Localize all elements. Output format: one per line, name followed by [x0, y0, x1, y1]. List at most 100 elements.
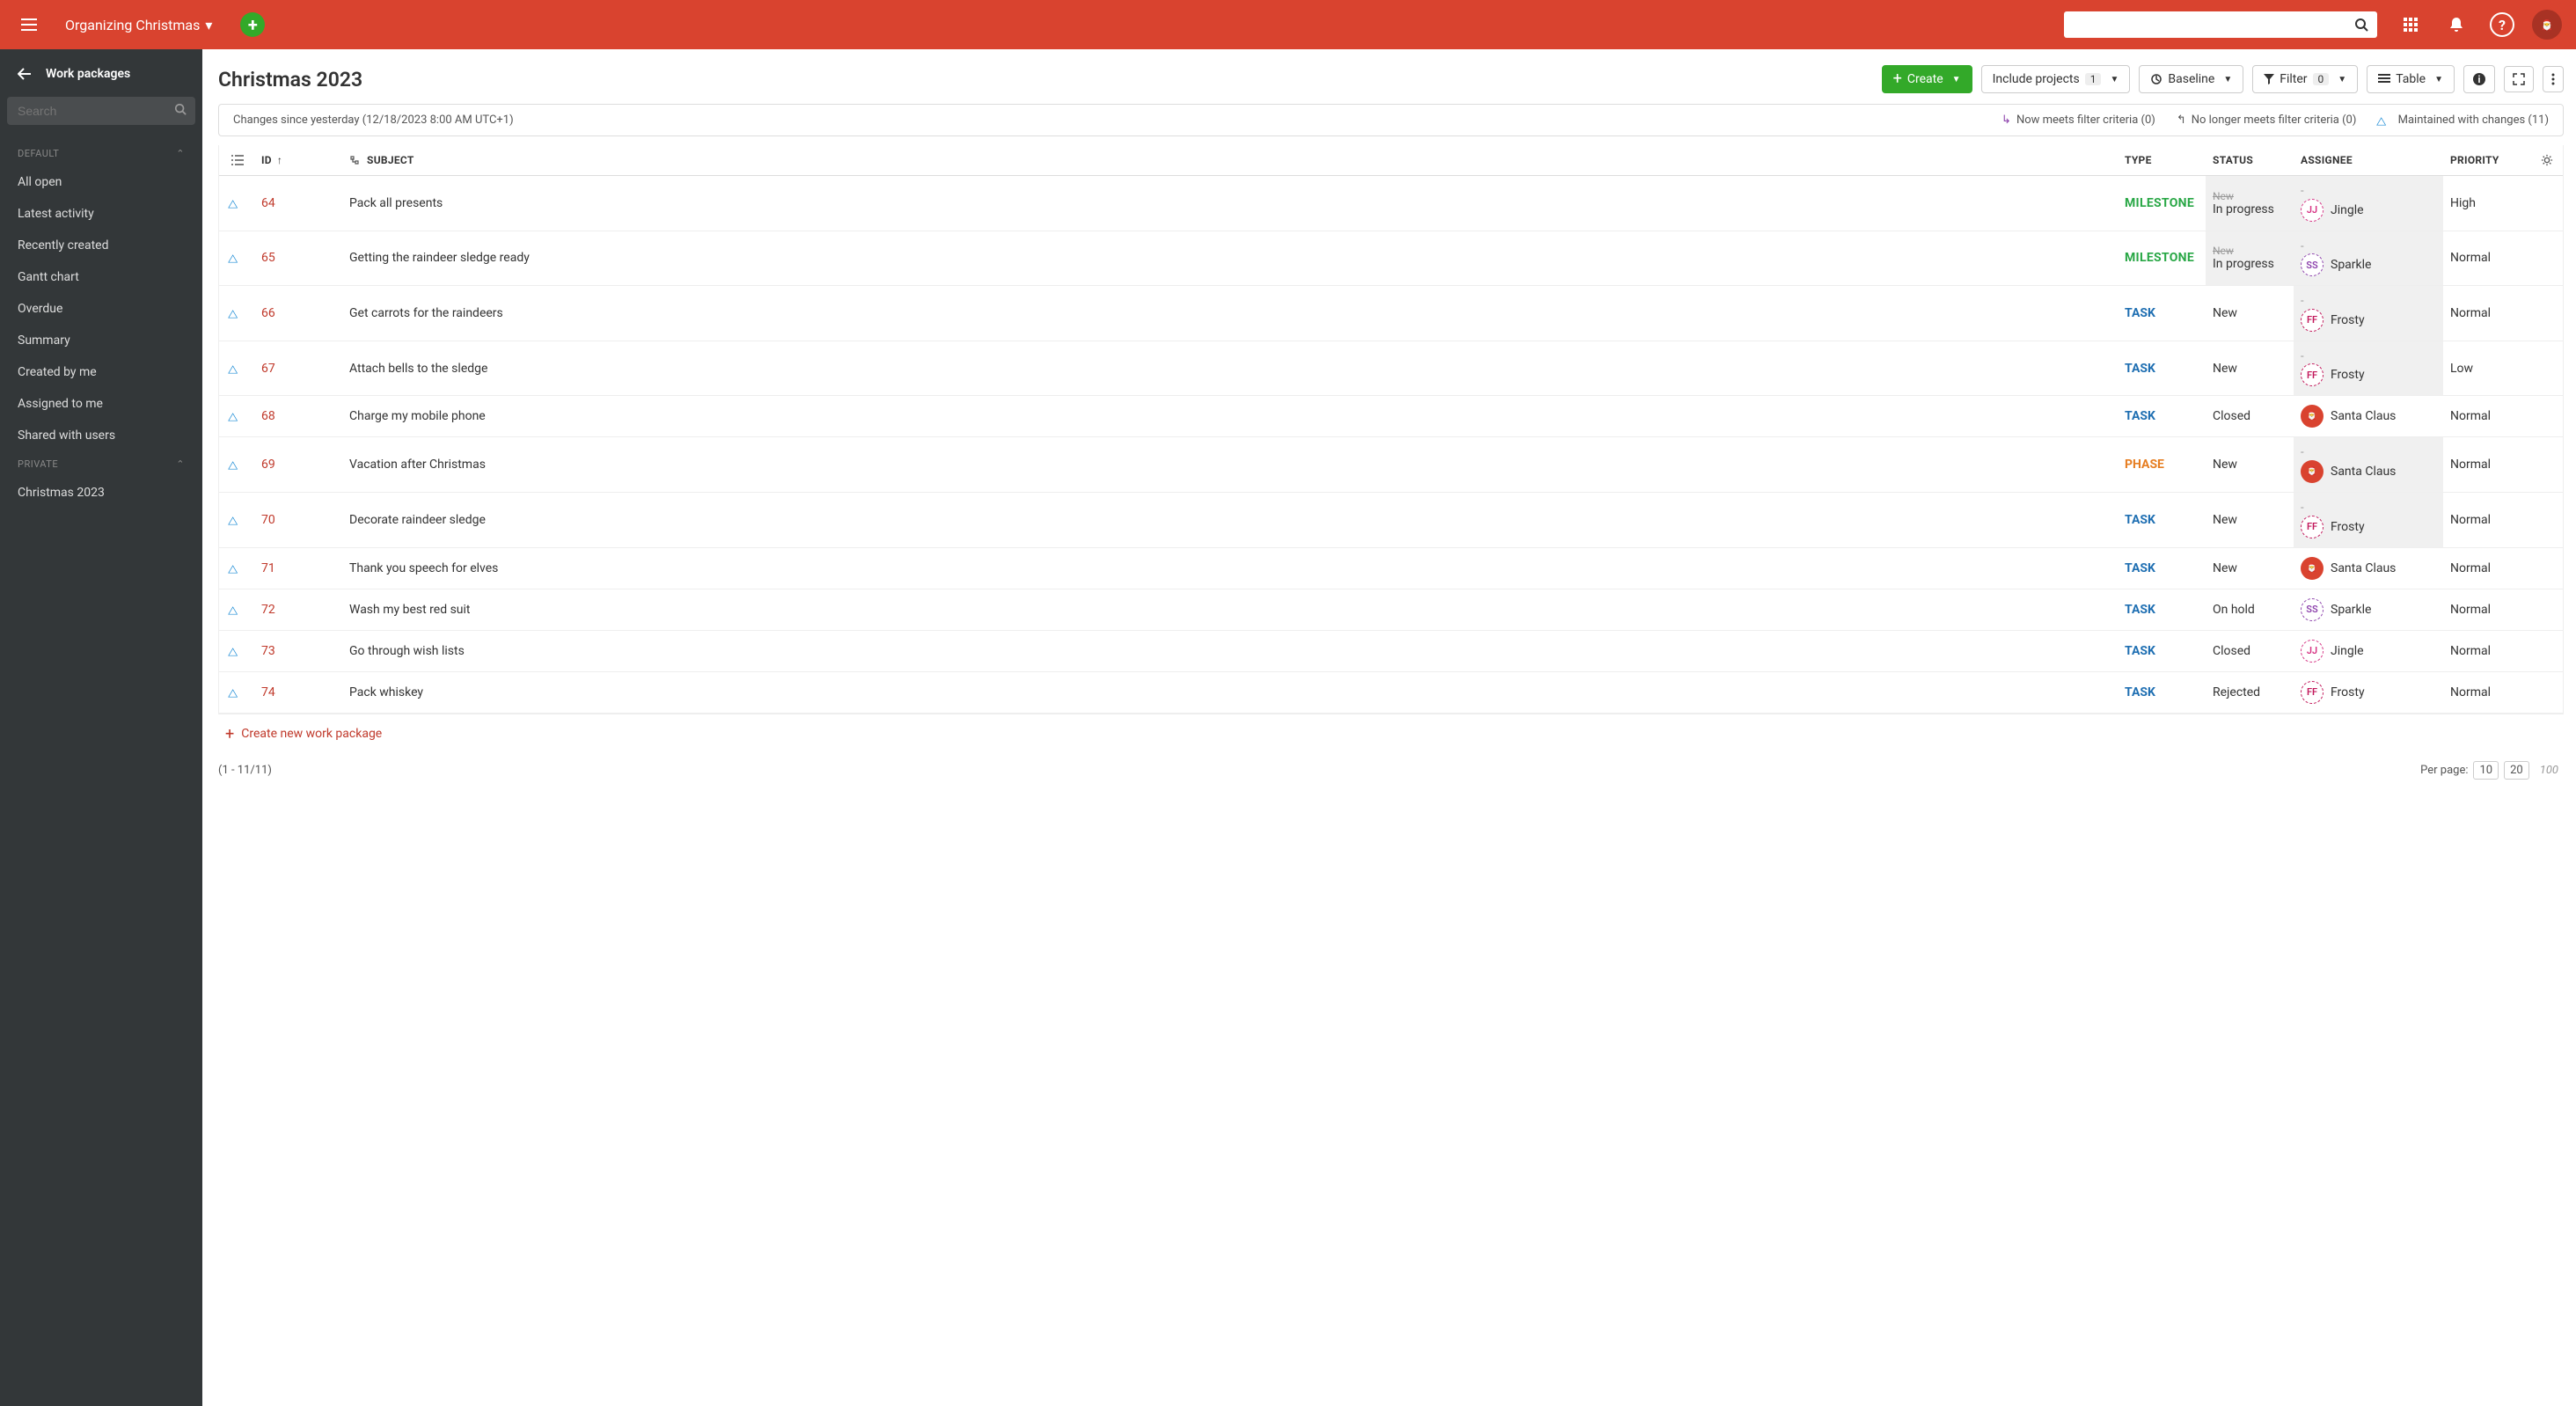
include-projects-button[interactable]: Include projects 1 ▼	[1981, 65, 2131, 93]
sidebar-item[interactable]: Assigned to me	[7, 388, 195, 420]
row-subject[interactable]: Pack all presents	[342, 176, 2118, 231]
filter-button[interactable]: Filter 0 ▼	[2252, 65, 2358, 93]
global-add-button[interactable]: +	[240, 12, 265, 37]
row-id[interactable]: 73	[254, 631, 342, 671]
global-search[interactable]	[2064, 11, 2377, 38]
row-id[interactable]: 66	[254, 286, 342, 341]
row-id[interactable]: 72	[254, 589, 342, 630]
user-avatar[interactable]: 🎅	[2532, 10, 2562, 40]
row-subject[interactable]: Thank you speech for elves	[342, 548, 2118, 589]
project-selector[interactable]: Organizing Christmas ▾	[65, 17, 212, 33]
row-subject[interactable]: Charge my mobile phone	[342, 396, 2118, 436]
sidebar-item[interactable]: Shared with users	[7, 420, 195, 451]
col-assignee[interactable]: ASSIGNEE	[2294, 145, 2443, 175]
view-mode-button[interactable]: Table ▼	[2367, 65, 2455, 93]
row-id[interactable]: 65	[254, 231, 342, 286]
sidebar-item[interactable]: Recently created	[7, 230, 195, 261]
table-row[interactable]: △ 70 Decorate raindeer sledge TASK New -…	[219, 493, 2563, 548]
table-row[interactable]: △ 65 Getting the raindeer sledge ready M…	[219, 231, 2563, 287]
row-id[interactable]: 71	[254, 548, 342, 589]
row-status[interactable]: New	[2206, 437, 2294, 492]
col-configure[interactable]	[2531, 145, 2563, 175]
sidebar-item[interactable]: Created by me	[7, 356, 195, 388]
sidebar-item[interactable]: Gantt chart	[7, 261, 195, 293]
row-id[interactable]: 68	[254, 396, 342, 436]
col-type[interactable]: TYPE	[2118, 145, 2206, 175]
table-row[interactable]: △ 69 Vacation after Christmas PHASE New …	[219, 437, 2563, 493]
sidebar-group-header[interactable]: PRIVATE⌃	[7, 451, 195, 477]
sidebar-back[interactable]: Work packages	[7, 60, 195, 88]
row-status[interactable]: New	[2206, 493, 2294, 547]
table-row[interactable]: △ 73 Go through wish lists TASK Closed J…	[219, 631, 2563, 672]
row-subject[interactable]: Wash my best red suit	[342, 589, 2118, 630]
table-row[interactable]: △ 68 Charge my mobile phone TASK Closed …	[219, 396, 2563, 437]
row-subject[interactable]: Pack whiskey	[342, 672, 2118, 713]
sidebar-item[interactable]: Summary	[7, 325, 195, 356]
row-assignee[interactable]: 🎅 Santa Claus	[2294, 548, 2443, 589]
sidebar-item[interactable]: All open	[7, 166, 195, 198]
row-assignee[interactable]: - FF Frosty	[2294, 493, 2443, 547]
col-status[interactable]: STATUS	[2206, 145, 2294, 175]
global-search-input[interactable]	[2073, 18, 2354, 32]
row-id[interactable]: 74	[254, 672, 342, 713]
create-inline-button[interactable]: + Create new work package	[218, 714, 2564, 754]
per-page-20[interactable]: 20	[2504, 761, 2529, 780]
row-status[interactable]: Closed	[2206, 396, 2294, 436]
col-priority[interactable]: PRIORITY	[2443, 145, 2531, 175]
sidebar-group-header[interactable]: DEFAULT⌃	[7, 141, 195, 166]
sidebar-item[interactable]: Christmas 2023	[7, 477, 195, 509]
row-status[interactable]: Rejected	[2206, 672, 2294, 713]
row-id[interactable]: 70	[254, 493, 342, 547]
table-row[interactable]: △ 74 Pack whiskey TASK Rejected FF Frost…	[219, 672, 2563, 714]
row-status[interactable]: New	[2206, 286, 2294, 341]
notifications-icon[interactable]	[2444, 12, 2469, 37]
table-row[interactable]: △ 72 Wash my best red suit TASK On hold …	[219, 589, 2563, 631]
row-assignee[interactable]: - 🎅 Santa Claus	[2294, 437, 2443, 492]
row-assignee[interactable]: - FF Frosty	[2294, 341, 2443, 396]
col-subject[interactable]: SUBJECT	[342, 145, 2118, 175]
row-id[interactable]: 67	[254, 341, 342, 396]
row-id[interactable]: 64	[254, 176, 342, 231]
row-status[interactable]: New	[2206, 548, 2294, 589]
row-subject[interactable]: Go through wish lists	[342, 631, 2118, 671]
more-button[interactable]	[2543, 66, 2564, 92]
table-row[interactable]: △ 67 Attach bells to the sledge TASK New…	[219, 341, 2563, 397]
row-subject[interactable]: Decorate raindeer sledge	[342, 493, 2118, 547]
row-subject[interactable]: Vacation after Christmas	[342, 437, 2118, 492]
per-page-10[interactable]: 10	[2473, 761, 2499, 780]
row-assignee[interactable]: 🎅 Santa Claus	[2294, 396, 2443, 436]
create-button[interactable]: + Create ▼	[1882, 65, 1972, 93]
row-subject[interactable]: Getting the raindeer sledge ready	[342, 231, 2118, 286]
arrow-left-icon	[18, 68, 32, 80]
baseline-button[interactable]: Baseline ▼	[2139, 65, 2243, 93]
row-subject[interactable]: Attach bells to the sledge	[342, 341, 2118, 396]
table-row[interactable]: △ 66 Get carrots for the raindeers TASK …	[219, 286, 2563, 341]
row-status[interactable]: New	[2206, 341, 2294, 396]
row-assignee[interactable]: - JJ Jingle	[2294, 176, 2443, 231]
row-assignee[interactable]: JJ Jingle	[2294, 631, 2443, 671]
row-assignee[interactable]: SS Sparkle	[2294, 589, 2443, 630]
hamburger-icon[interactable]	[14, 11, 44, 38]
row-subject[interactable]: Get carrots for the raindeers	[342, 286, 2118, 341]
row-assignee[interactable]: FF Frosty	[2294, 672, 2443, 713]
fullscreen-button[interactable]	[2504, 66, 2534, 92]
sidebar-item[interactable]: Latest activity	[7, 198, 195, 230]
table-row[interactable]: △ 64 Pack all presents MILESTONE New In …	[219, 176, 2563, 231]
help-icon[interactable]: ?	[2490, 12, 2514, 37]
sidebar-item[interactable]: Overdue	[7, 293, 195, 325]
modules-icon[interactable]	[2398, 12, 2423, 37]
row-status[interactable]: Closed	[2206, 631, 2294, 671]
table-row[interactable]: △ 71 Thank you speech for elves TASK New…	[219, 548, 2563, 589]
col-id[interactable]: ID ↑	[254, 145, 342, 175]
row-delta: △	[219, 286, 254, 341]
row-assignee[interactable]: - SS Sparkle	[2294, 231, 2443, 286]
info-button[interactable]: i	[2463, 65, 2495, 93]
row-status[interactable]: New In progress	[2206, 176, 2294, 231]
row-status[interactable]: On hold	[2206, 589, 2294, 630]
assignee-avatar: FF	[2301, 516, 2324, 538]
row-assignee[interactable]: - FF Frosty	[2294, 286, 2443, 341]
row-id[interactable]: 69	[254, 437, 342, 492]
sidebar-search-input[interactable]	[7, 97, 195, 125]
per-page-100[interactable]: 100	[2535, 762, 2564, 779]
row-status[interactable]: New In progress	[2206, 231, 2294, 286]
